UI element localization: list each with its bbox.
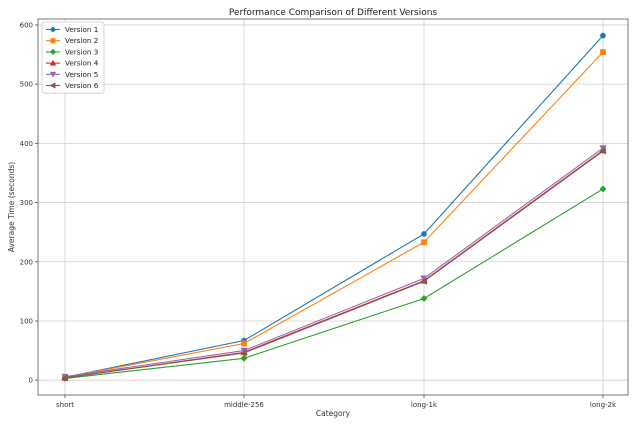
y-tick-label: 300 xyxy=(20,199,33,207)
grid xyxy=(38,19,628,395)
data-point xyxy=(421,239,427,246)
legend-item: Version 1 xyxy=(46,25,98,34)
data-point xyxy=(50,38,56,44)
series-line xyxy=(64,147,604,378)
data-point xyxy=(49,82,56,89)
x-tick-label: long-2k xyxy=(590,401,617,409)
legend-item: Version 4 xyxy=(46,59,99,68)
x-tick-label: short xyxy=(56,401,74,409)
data-point xyxy=(240,354,248,362)
series-5 xyxy=(61,145,607,381)
series-2 xyxy=(62,49,606,381)
series-4 xyxy=(61,146,607,381)
y-tick-label: 400 xyxy=(20,140,33,148)
y-axis-title: Average Time (seconds) xyxy=(7,162,16,253)
data-point xyxy=(241,340,247,347)
x-axis-title: Category xyxy=(316,409,351,418)
data-point xyxy=(49,59,57,66)
y-tick-label: 0 xyxy=(29,377,33,385)
data-point xyxy=(600,49,606,56)
legend-label: Version 4 xyxy=(65,59,99,68)
data-point xyxy=(599,185,607,193)
x-tick-label: middle-256 xyxy=(224,401,264,409)
plot-area xyxy=(37,18,629,396)
y-tick-label: 200 xyxy=(20,258,33,266)
legend-box xyxy=(41,21,105,94)
chart-title: Performance Comparison of Different Vers… xyxy=(229,8,438,18)
series-line xyxy=(64,35,604,378)
data-point xyxy=(49,48,57,56)
data-point xyxy=(421,231,427,237)
legend-item: Version 5 xyxy=(46,70,98,79)
series-3 xyxy=(61,185,607,382)
data-point xyxy=(599,147,606,155)
data-point xyxy=(49,71,57,78)
legend: Version 1 Version 2 Version 3 Version 4 Vers… xyxy=(41,21,105,94)
series-line xyxy=(64,150,604,379)
legend-label: Version 1 xyxy=(65,25,98,34)
data-point xyxy=(420,277,427,285)
x-tick-label: long-1k xyxy=(411,401,438,409)
data-point xyxy=(600,32,606,39)
legend-label: Version 6 xyxy=(65,81,99,90)
data-point xyxy=(240,349,247,357)
y-tick-label: 500 xyxy=(20,81,33,89)
series-line xyxy=(64,51,604,378)
data-point xyxy=(420,294,428,303)
axis-ticks: 0 100 200 300 400 500 600 short middle-256 long-1… xyxy=(20,21,617,409)
legend-item: Version 6 xyxy=(46,81,99,90)
legend-label: Version 2 xyxy=(65,36,98,45)
legend-item: Version 3 xyxy=(46,47,98,56)
series-line xyxy=(64,150,604,379)
legend-label: Version 3 xyxy=(65,47,98,56)
legend-label: Version 5 xyxy=(65,70,98,79)
legend-item: Version 2 xyxy=(46,36,98,45)
series-layer xyxy=(61,32,607,382)
y-tick-label: 100 xyxy=(20,317,33,325)
series-line xyxy=(64,188,604,379)
series-6 xyxy=(61,147,606,382)
data-point xyxy=(50,27,56,32)
y-tick-label: 600 xyxy=(20,21,33,29)
data-point xyxy=(61,374,68,382)
